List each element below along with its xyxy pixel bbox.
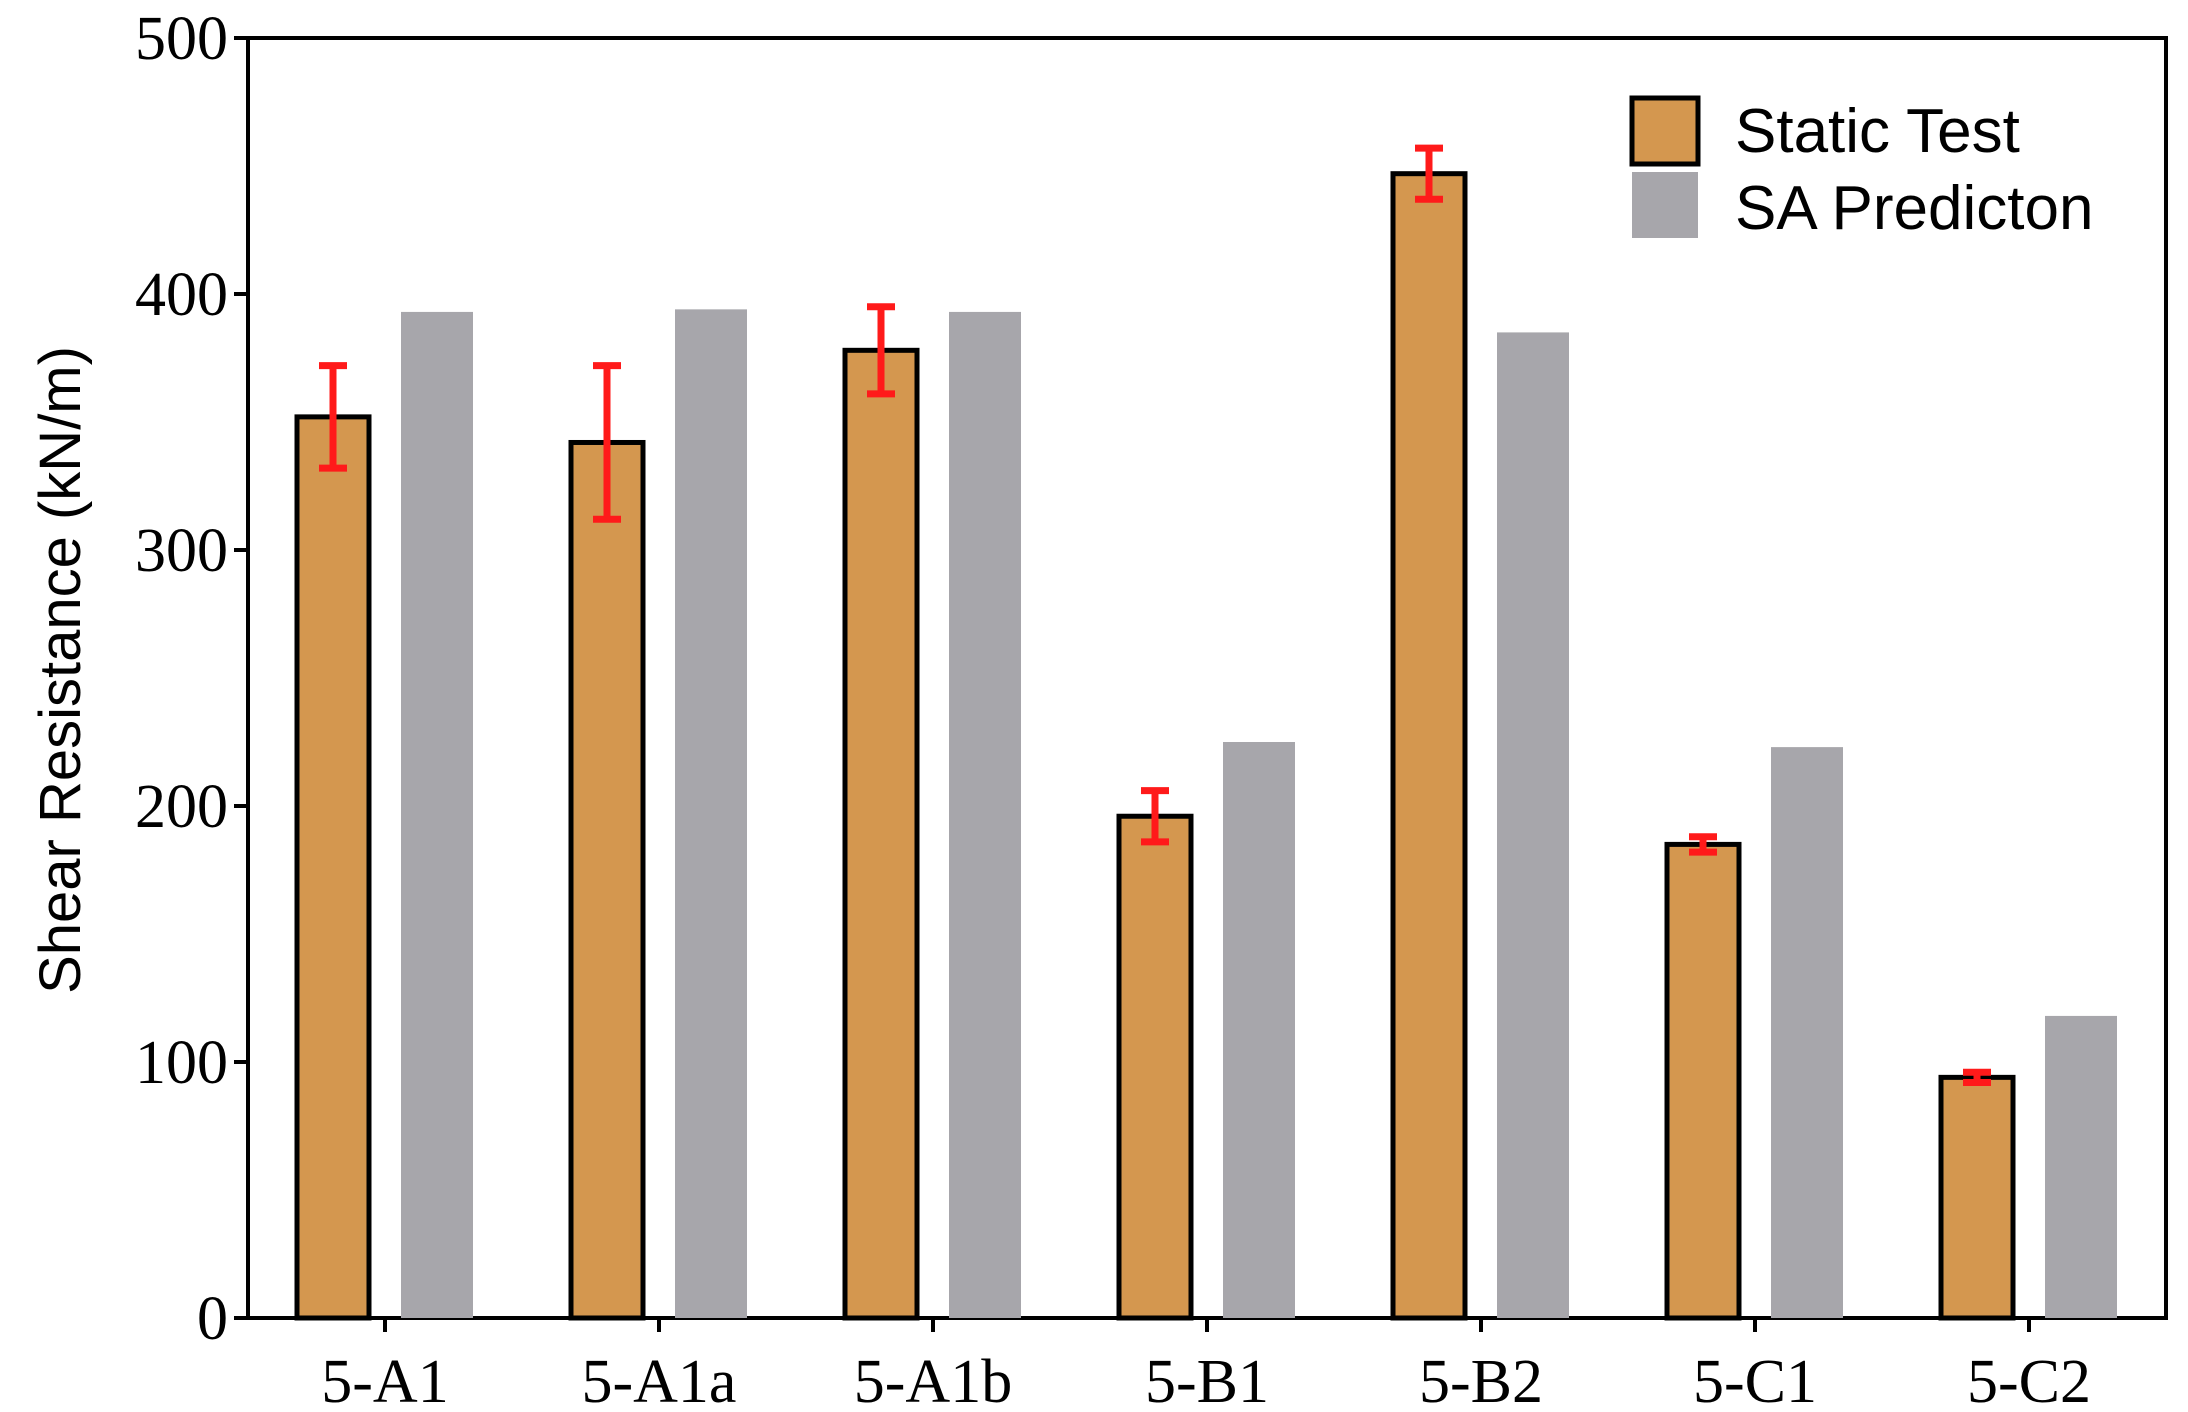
- bar-sa-prediction: [949, 311, 1021, 1318]
- bar-sa-prediction: [2045, 1015, 2117, 1318]
- bar-sa-prediction: [1223, 742, 1295, 1318]
- bar-sa-prediction: [401, 311, 473, 1318]
- y-tick-label: 200: [135, 773, 228, 841]
- bar-static-test: [1390, 171, 1468, 1321]
- bar-static-test: [1664, 841, 1742, 1321]
- plot-area: 0 100 200 300 400 500 5-A1 5-A1a 5-A1b 5-B1 5-B2 5-…: [135, 5, 2168, 1412]
- legend-label-sa-prediction: SA Predicton: [1735, 174, 2093, 243]
- y-tick-label: 100: [135, 1029, 228, 1097]
- x-tick-label: 5-A1b: [854, 1348, 1012, 1412]
- bar-sa-prediction: [675, 309, 747, 1318]
- x-tick-label: 5-A1a: [582, 1348, 737, 1412]
- bar-static-test: [1116, 813, 1194, 1321]
- y-tick-label: 500: [135, 5, 228, 73]
- bar-static-test: [294, 414, 372, 1321]
- x-tick-label: 5-C1: [1693, 1348, 1817, 1412]
- bar-static-test: [568, 439, 646, 1321]
- y-tick-label: 0: [197, 1285, 228, 1353]
- y-axis-title: Shear Resistance (kN/m): [28, 346, 93, 994]
- legend-swatch-static-test: [1629, 95, 1701, 167]
- bar-static-test: [1938, 1074, 2016, 1321]
- y-tick-label: 300: [135, 517, 228, 585]
- legend-swatch-sa-prediction: [1632, 172, 1698, 238]
- x-tick-label: 5-C2: [1967, 1348, 2091, 1412]
- x-tick-label: 5-A1: [321, 1348, 448, 1412]
- x-tick-label: 5-B2: [1419, 1348, 1543, 1412]
- legend-label-static-test: Static Test: [1735, 97, 2020, 166]
- bar-sa-prediction: [1497, 332, 1569, 1318]
- legend: Static Test SA Predicton: [1629, 95, 2093, 243]
- bar-static-test: [842, 347, 920, 1321]
- y-tick-label: 400: [135, 261, 228, 329]
- x-tick-label: 5-B1: [1145, 1348, 1269, 1412]
- bar-sa-prediction: [1771, 747, 1843, 1318]
